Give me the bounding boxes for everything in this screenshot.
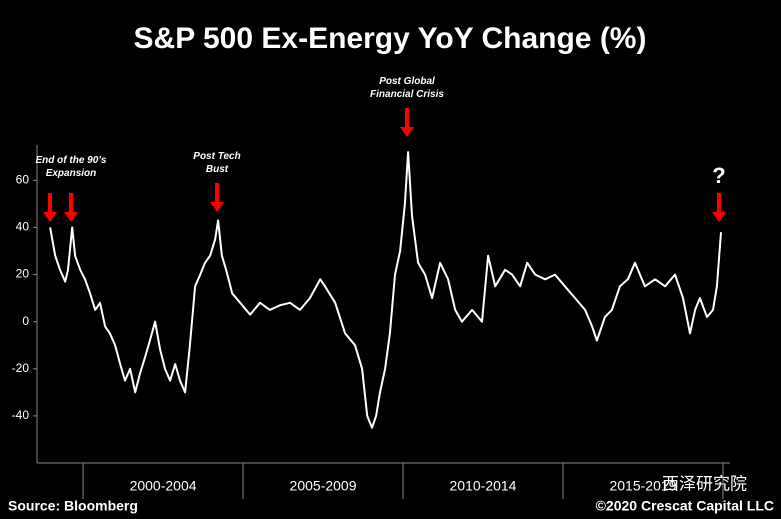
y-tick-label: 0 xyxy=(22,314,29,328)
x-band-label: 2000-2004 xyxy=(130,478,197,494)
arrow-head xyxy=(210,202,224,212)
chart-title: S&P 500 Ex-Energy YoY Change (%) xyxy=(134,22,647,55)
watermark: 西泽研究院 xyxy=(662,474,747,493)
arrow-head xyxy=(43,212,57,222)
y-tick-label: 40 xyxy=(16,220,30,234)
annotation: End of the 90’s xyxy=(36,155,107,166)
annotation: Post Tech xyxy=(193,151,240,162)
y-tick-label: 20 xyxy=(16,267,30,281)
arrow-head xyxy=(400,127,414,137)
annotation: Post Global xyxy=(379,76,435,87)
arrow-head xyxy=(712,212,726,222)
x-band-label: 2015-2019 xyxy=(609,478,676,494)
data-line xyxy=(49,151,722,429)
annotation: Expansion xyxy=(46,168,97,179)
source: Source: Bloomberg xyxy=(8,498,138,514)
y-tick-label: -20 xyxy=(12,361,30,375)
annotation: ? xyxy=(712,163,725,188)
copyright: ©2020 Crescat Capital LLC xyxy=(596,498,774,514)
x-band-label: 2005-2009 xyxy=(290,478,357,494)
y-tick-label: -40 xyxy=(12,408,30,422)
annotation: Bust xyxy=(206,164,229,175)
x-band-label: 2010-2014 xyxy=(450,478,517,494)
annotation: Financial Crisis xyxy=(370,89,444,100)
y-tick-label: 60 xyxy=(16,173,30,187)
arrow-head xyxy=(64,212,78,222)
